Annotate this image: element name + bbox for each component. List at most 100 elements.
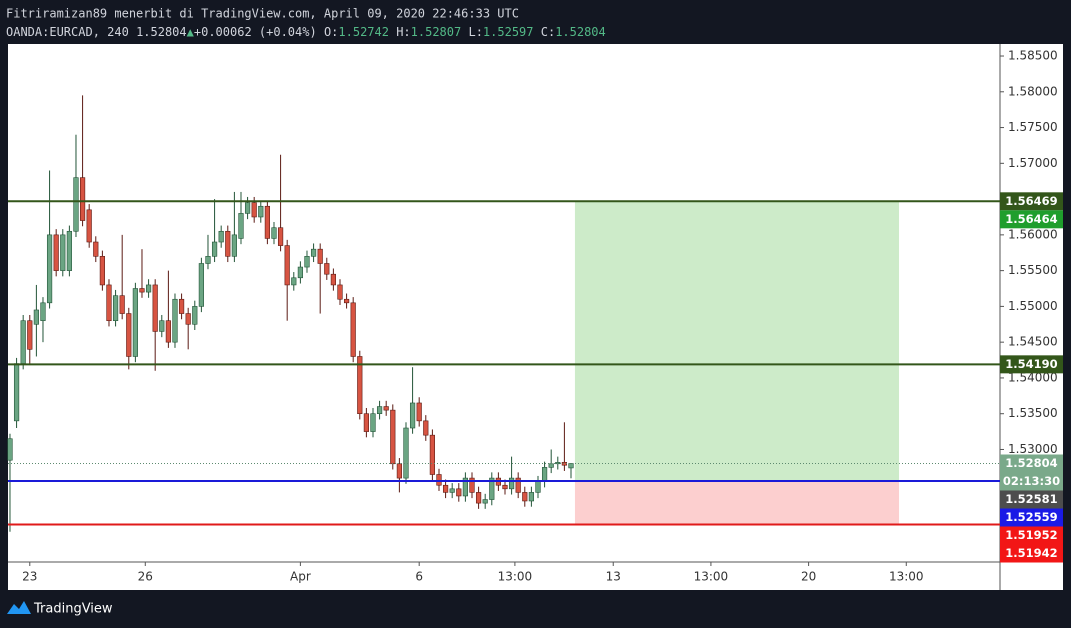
candle-body: [469, 477, 475, 493]
candle-body: [40, 302, 46, 322]
candle-body: [541, 467, 548, 482]
y-tick-label: 1.58500: [1008, 49, 1058, 63]
y-tick-label: 1.57000: [1008, 156, 1058, 170]
price-label: 1.52581: [1005, 492, 1057, 506]
candle-body: [33, 309, 39, 325]
ohlc-key: C:: [541, 25, 555, 39]
candle-body: [535, 481, 541, 493]
candle-body: [218, 230, 224, 243]
candle-body: [53, 234, 59, 271]
logo-text: TradingView: [33, 602, 113, 617]
candle-body: [119, 295, 125, 314]
candle-body: [86, 209, 92, 243]
candle-body: [423, 420, 429, 436]
symbol-line: OANDA:EURCAD, 240 1.52804▲+0.00062 (+0.0…: [6, 25, 606, 39]
candle-body: [165, 320, 171, 343]
x-tick-label: 23: [22, 570, 37, 584]
ohlc-key: L:: [468, 25, 482, 39]
candle-body: [409, 402, 416, 429]
candle-body: [132, 288, 138, 357]
candle-body: [277, 227, 284, 246]
candle-body: [27, 320, 33, 350]
candle-body: [205, 256, 211, 264]
ohlc-value: 1.52742: [338, 25, 389, 39]
candle-body: [297, 266, 303, 279]
candle-body: [211, 241, 218, 257]
candle-body: [7, 438, 13, 461]
price-label: 1.51952: [1005, 528, 1057, 542]
candle-body: [284, 245, 290, 286]
ohlc-value: 1.52804: [555, 25, 606, 39]
candle-body: [363, 413, 369, 432]
price-label: 1.52559: [1005, 510, 1057, 524]
x-tick-label: 26: [138, 570, 153, 584]
candle-body: [304, 256, 310, 268]
candle-body: [66, 230, 72, 271]
candle-body: [231, 234, 237, 257]
price-label: 1.56464: [1005, 212, 1057, 226]
candle-body: [324, 263, 330, 275]
arrow: ▲: [187, 25, 195, 39]
candle-body: [502, 484, 508, 490]
price-label: 02:13:30: [1003, 474, 1060, 488]
candle-body: [370, 413, 376, 432]
candle-body: [152, 284, 158, 332]
candle-body: [442, 484, 449, 493]
price-label-bg: [1000, 508, 1063, 527]
candle-body: [396, 463, 402, 479]
candle-body: [192, 306, 198, 325]
price-label-bg: [1000, 192, 1063, 211]
x-tick-label: 20: [801, 570, 816, 584]
candle-body: [93, 241, 99, 257]
candle-body: [20, 320, 26, 364]
price-label: 1.51942: [1005, 546, 1057, 560]
candle-body: [244, 202, 251, 214]
candle-body: [357, 356, 363, 415]
x-tick-label: 13:00: [889, 570, 924, 584]
candle-body: [99, 256, 105, 286]
y-tick-label: 1.54000: [1008, 370, 1058, 384]
y-tick-label: 1.53500: [1008, 406, 1058, 420]
logo[interactable]: TradingView: [7, 601, 113, 617]
candle-body: [343, 298, 350, 304]
candle-body: [46, 234, 53, 304]
y-tick-label: 1.54500: [1008, 335, 1058, 349]
candle-body: [225, 230, 231, 257]
candle-body: [383, 406, 389, 411]
candle-body: [376, 406, 383, 415]
candle-body: [291, 277, 297, 286]
candle-body: [258, 205, 264, 218]
candle-body: [449, 488, 455, 493]
ohlc-value: 1.52597: [483, 25, 534, 39]
candle-body: [126, 313, 132, 357]
candle-body: [178, 298, 185, 314]
price-label-bg: [1000, 210, 1063, 229]
symbol: OANDA:EURCAD, 240: [6, 25, 129, 39]
price-label-bg: [1000, 526, 1063, 545]
candle-body: [330, 273, 336, 286]
candle-body: [60, 234, 66, 271]
x-tick-label: 13:00: [498, 570, 533, 584]
price-label-bg: [1000, 472, 1063, 491]
candle-body: [264, 205, 270, 239]
candle-body: [489, 477, 495, 500]
candle-body: [79, 177, 86, 221]
candle-body: [271, 227, 277, 239]
candle-body: [139, 288, 145, 293]
candle-body: [416, 402, 422, 422]
candle-body: [172, 298, 178, 343]
y-tick-label: 1.56000: [1008, 227, 1058, 241]
price-label: 1.56469: [1005, 194, 1057, 208]
header-line: Fitriramizan89 menerbit di TradingView.c…: [6, 7, 519, 21]
x-tick-label: 13:00: [694, 570, 729, 584]
candle-body: [456, 488, 462, 497]
logo-icon: [7, 601, 31, 614]
candle-body: [251, 202, 257, 218]
candle-body: [238, 213, 244, 239]
x-tick-label: Apr: [290, 570, 311, 584]
candle-body: [145, 284, 152, 293]
profit-zone: [574, 201, 900, 482]
y-tick-label: 1.58000: [1008, 84, 1058, 98]
candle-body: [159, 320, 165, 332]
